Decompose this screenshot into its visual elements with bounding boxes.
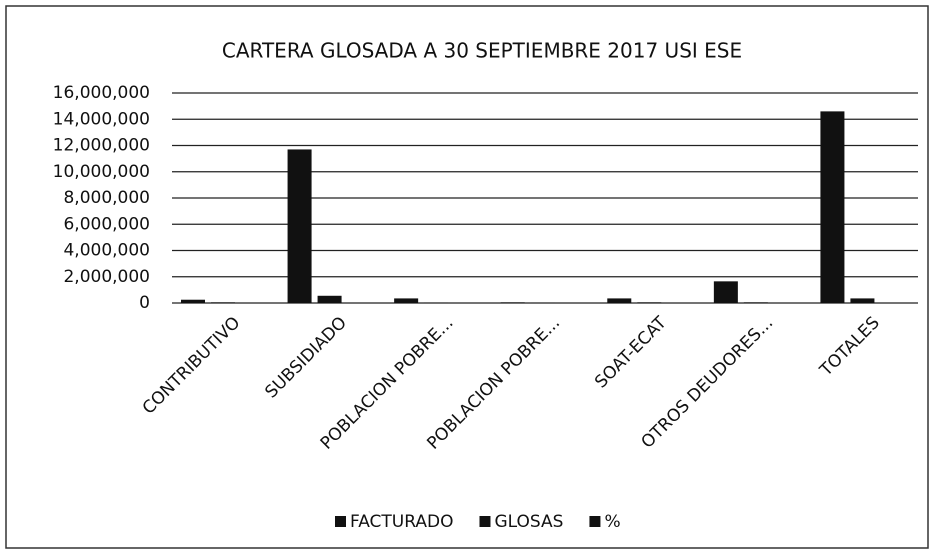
bar — [287, 149, 312, 303]
y-tick-label: 12,000,000 — [53, 136, 150, 156]
bar — [713, 281, 738, 303]
legend-label: FACTURADO — [350, 512, 453, 532]
y-tick-label: 4,000,000 — [63, 241, 150, 261]
bar — [850, 298, 875, 303]
bar — [211, 302, 235, 303]
legend-swatch — [479, 516, 491, 527]
y-tick-label: 10,000,000 — [53, 162, 150, 182]
bar — [394, 298, 419, 303]
bar — [743, 302, 768, 303]
y-tick-label: 0 — [139, 293, 150, 313]
legend-swatch — [589, 516, 601, 527]
y-tick-label: 8,000,000 — [63, 188, 150, 208]
y-tick-label: 14,000,000 — [53, 109, 150, 129]
legend-label: % — [604, 512, 620, 532]
y-tick-label: 16,000,000 — [53, 83, 150, 103]
bar — [317, 295, 342, 303]
bar — [820, 111, 845, 303]
legend-swatch — [335, 516, 346, 527]
y-tick-label: 6,000,000 — [63, 214, 150, 234]
legend-label: GLOSAS — [494, 512, 563, 532]
bar — [181, 299, 205, 303]
bar — [607, 298, 632, 303]
y-tick-label: 2,000,000 — [63, 267, 150, 287]
chart-title: CARTERA GLOSADA A 30 SEPTIEMBRE 2017 USI… — [222, 39, 742, 63]
bar — [637, 302, 662, 303]
bar — [500, 302, 525, 303]
